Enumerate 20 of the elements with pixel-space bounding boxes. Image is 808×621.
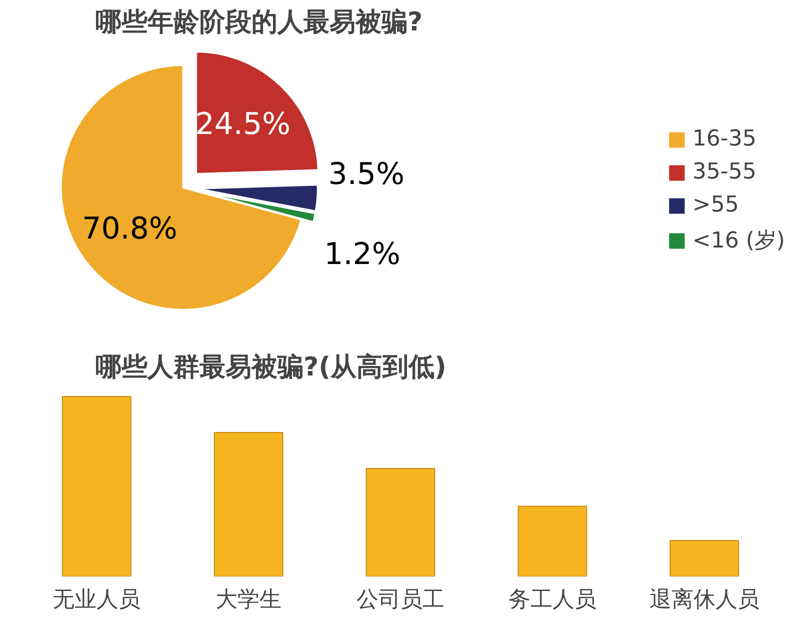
data-label: 3.5% [328,157,404,192]
x-tick-label: 无业人员 [52,588,141,612]
bar [214,432,284,576]
legend-label: >55 [692,192,739,218]
chart-title: 哪些年龄阶段的人最易被骗? [96,8,423,38]
data-label: 70.8% [82,212,178,247]
chart-title: 哪些人群最易被骗?(从高到低) [96,352,446,382]
data-label: 24.5% [195,107,291,142]
bar [62,396,132,576]
legend-label: 16-35 [692,126,756,152]
x-tick-label: 大学生 [216,588,282,612]
x-tick-label: 退离休人员 [649,588,760,612]
bar [366,468,436,576]
x-tick-label: 务工人员 [508,588,596,612]
legend-label: <16 (岁) [692,228,785,256]
bar [670,540,740,576]
bar [518,506,588,576]
data-label: 1.2% [324,236,400,272]
x-tick-label: 公司员工 [356,588,444,612]
legend-label: 35-55 [692,160,756,184]
